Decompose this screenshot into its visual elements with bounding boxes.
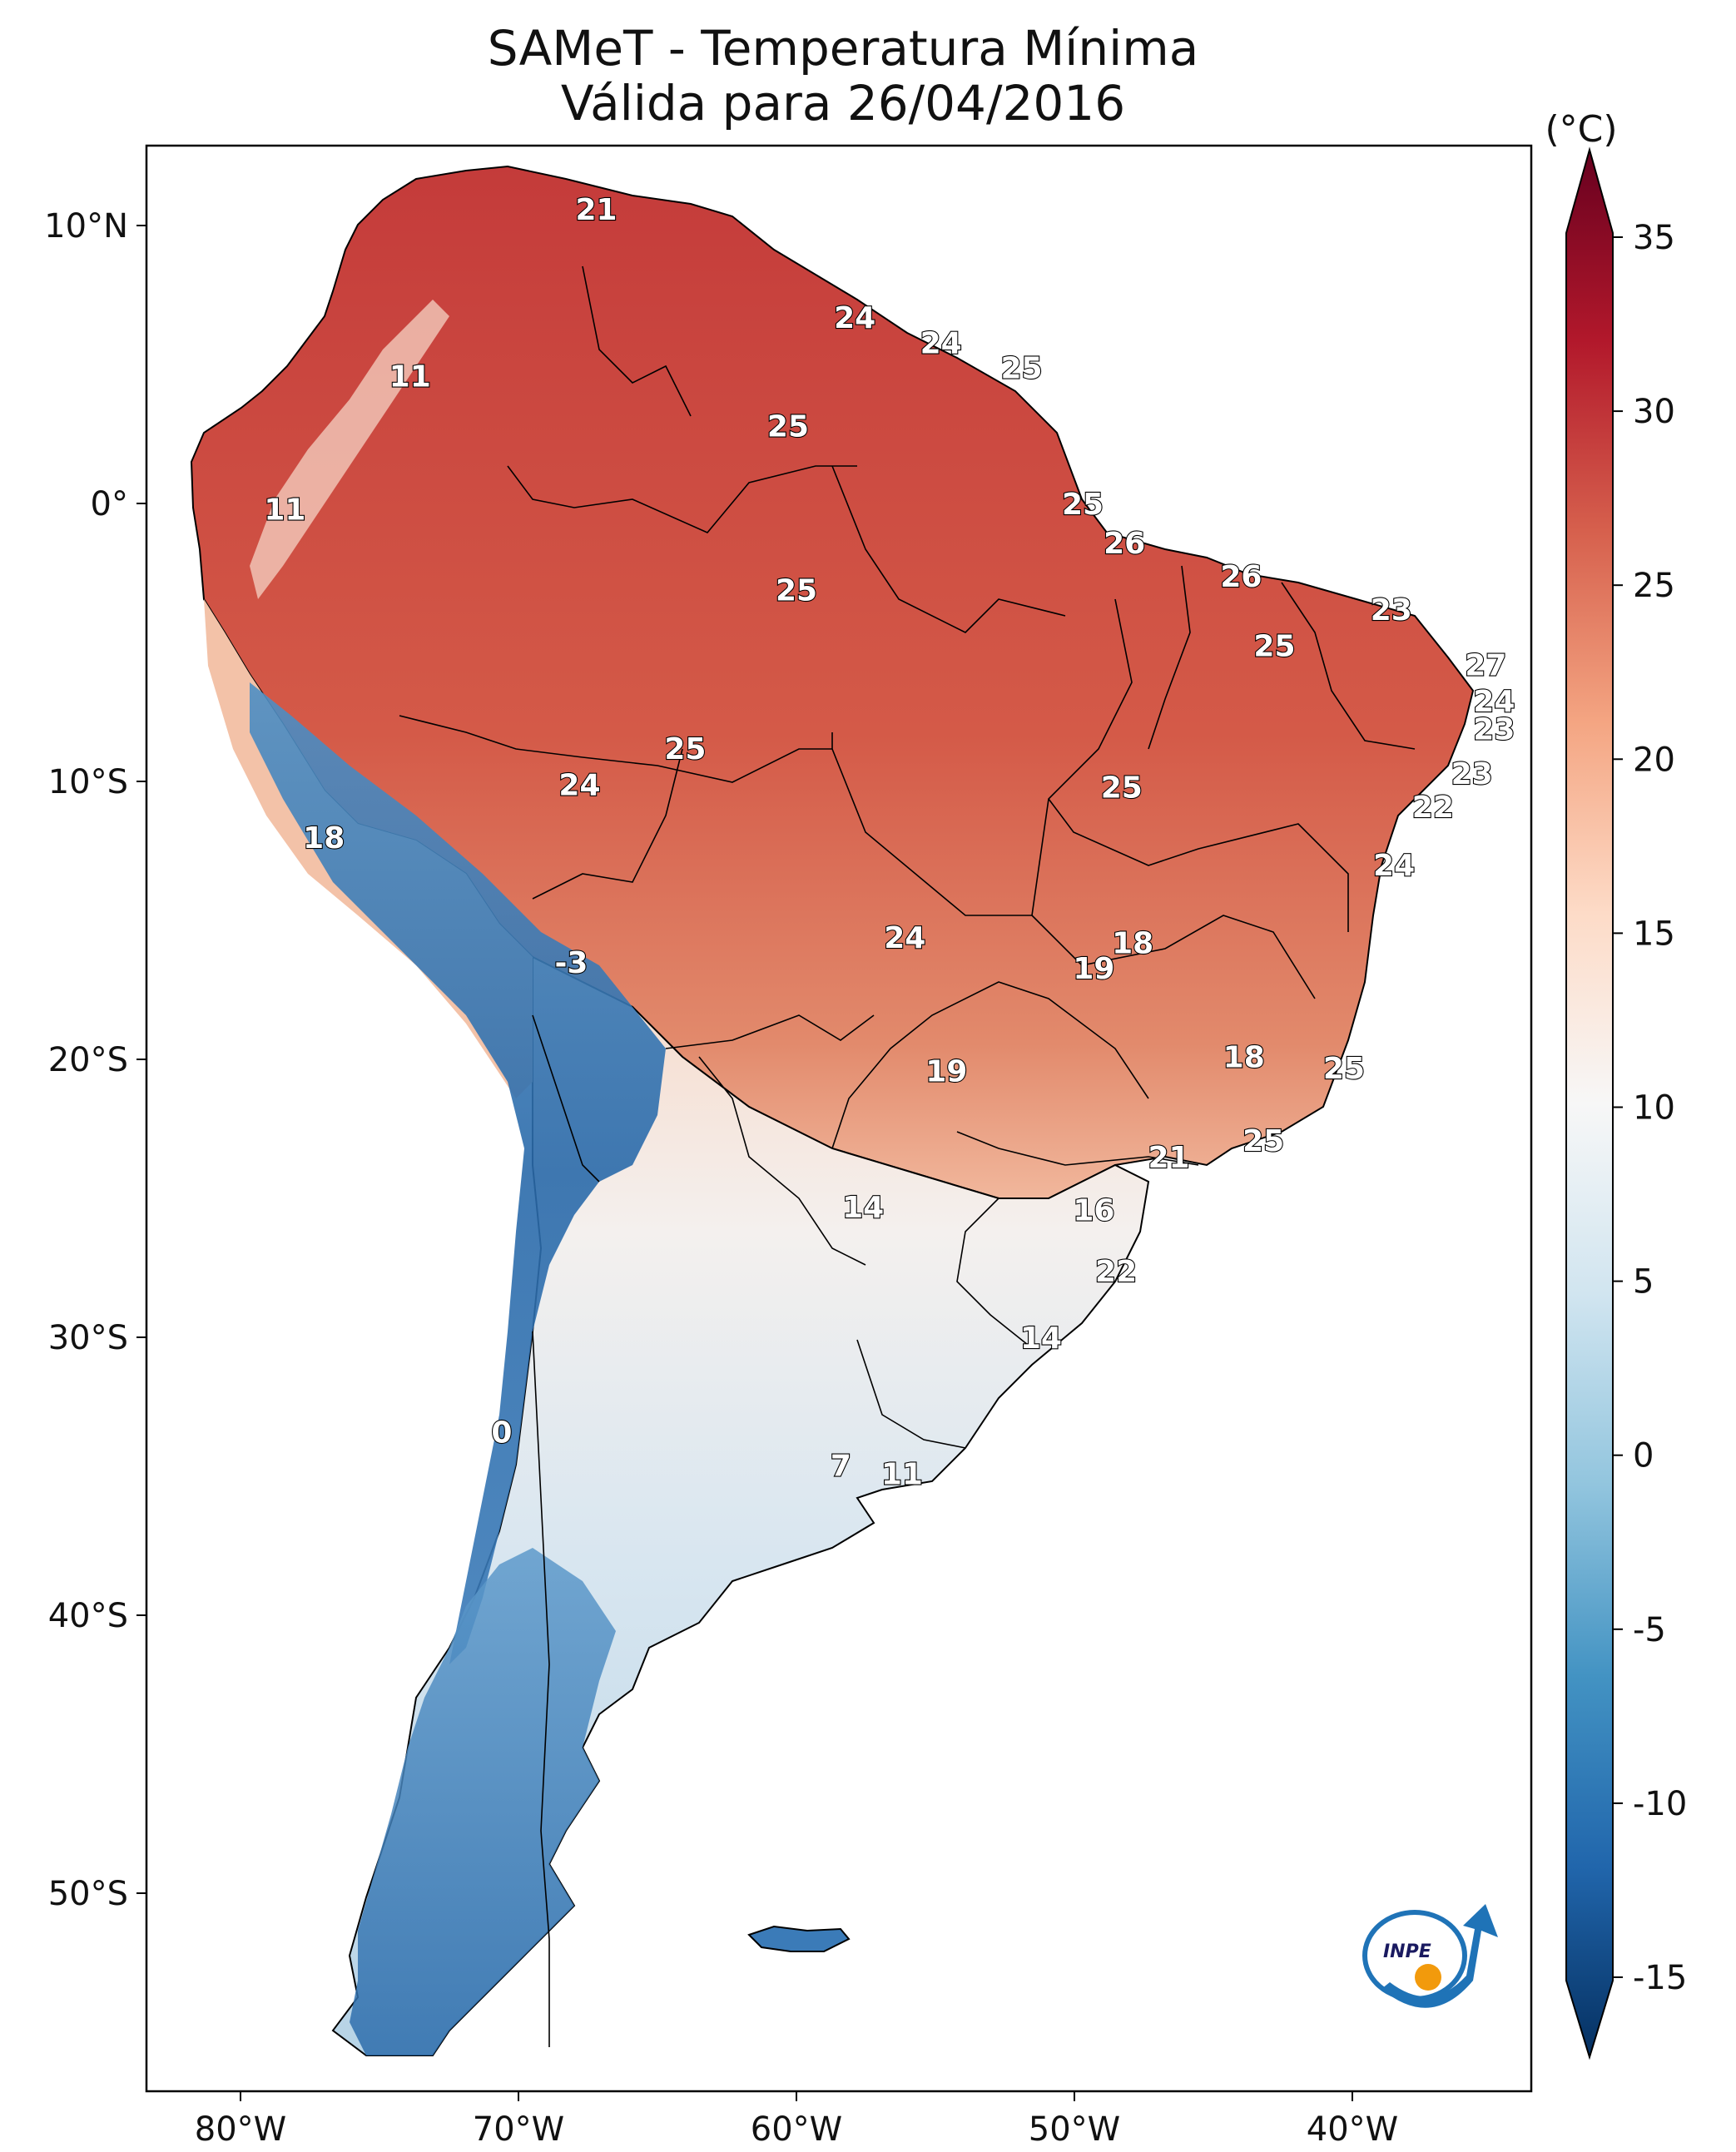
latitude-axis: 10°N 0° 10°S 20°S 30°S 40°S 50°S (44, 207, 146, 1913)
colorbar-tick-label: 15 (1633, 915, 1675, 953)
station-temperature-label: 24 (834, 301, 875, 335)
station-temperature-label: 24 (1473, 685, 1515, 719)
station-temperature-label: 24 (920, 326, 962, 360)
lon-tick-label: 70°W (473, 2110, 564, 2149)
colorbar-tick-label: 25 (1633, 567, 1675, 605)
country-borders (399, 265, 1416, 2047)
colombian-andes (250, 300, 449, 599)
station-temperature-label: 25 (1253, 629, 1295, 663)
colorbar: (°C) 35 30 25 20 15 10 5 0 -5 -10 -15 (1545, 108, 1687, 2060)
lat-tick-label: 40°S (48, 1597, 128, 1635)
logo-sun (1415, 1964, 1441, 1991)
station-temperature-label: 11 (881, 1458, 923, 1492)
station-temperature-label: 21 (575, 193, 617, 227)
station-temperature-label: 25 (1323, 1052, 1365, 1086)
station-temperature-label: 14 (842, 1191, 884, 1225)
colorbar-tick-label: -15 (1633, 1959, 1687, 1997)
station-temperature-label: 26 (1220, 560, 1262, 594)
map-frame (145, 144, 1533, 2093)
station-temperature-label: 24 (558, 768, 600, 802)
temperature-field (190, 165, 1475, 2056)
lat-tick-label: 20°S (48, 1041, 128, 1079)
station-temperature-label: 18 (1112, 927, 1153, 961)
station-temperature-label: 27 (1465, 649, 1506, 683)
station-temperature-label: 24 (1373, 849, 1415, 883)
station-temperature-label: 25 (1101, 771, 1143, 806)
inpe-logo: INPE (1362, 1904, 1498, 2008)
station-temperature-label: 7 (831, 1450, 851, 1484)
falkland-islands (747, 1925, 851, 1952)
station-temperature-label: 19 (1073, 952, 1114, 986)
station-temperature-label: 21 (1148, 1141, 1190, 1175)
lon-tick-label: 50°W (1029, 2110, 1120, 2149)
station-temperature-label: 18 (1223, 1041, 1265, 1075)
colorbar-tick-label: -10 (1633, 1785, 1687, 1823)
station-temperature-label: 26 (1104, 527, 1145, 561)
station-temperature-label: 11 (264, 493, 305, 528)
colorbar-tick-label: 5 (1633, 1263, 1654, 1302)
station-temperature-label: 25 (664, 732, 706, 766)
station-temperature-label: 11 (389, 359, 431, 394)
station-temperature-label: 18 (303, 821, 345, 855)
lon-tick-label: 60°W (751, 2110, 842, 2149)
colorbar-tick-label: 20 (1633, 741, 1675, 779)
station-temperature-label: 22 (1095, 1255, 1137, 1289)
logo-text: INPE (1383, 1941, 1431, 1962)
colorbar-unit-label: (°C) (1545, 108, 1617, 151)
patagonia-cold (350, 1548, 616, 2055)
map-title-line1: SAMeT - Temperatura Mínima (487, 20, 1199, 77)
station-temperature-label: 0 (491, 1416, 512, 1450)
andes-cold-belt (250, 682, 666, 1664)
station-temperature-label: 14 (1020, 1321, 1062, 1356)
logo-arrow (1381, 1904, 1498, 2008)
colorbar-tick-label: 10 (1633, 1089, 1675, 1128)
station-temperature-label: 23 (1371, 593, 1412, 627)
colorbar-ticks: 35 30 25 20 15 10 5 0 -5 -10 -15 (1613, 219, 1687, 1997)
station-temperature-label: 19 (925, 1054, 967, 1088)
map-title-line2: Válida para 26/04/2016 (560, 75, 1126, 131)
station-temperature-label: 25 (767, 409, 809, 444)
colorbar-tick-label: 35 (1633, 219, 1675, 257)
station-temperature-label: 23 (1473, 713, 1515, 747)
station-temperature-label: 16 (1073, 1193, 1114, 1227)
station-temperature-label: 25 (776, 574, 817, 608)
longitude-axis: 80°W 70°W 60°W 50°W 40°W (195, 2091, 1398, 2149)
lon-tick-label: 80°W (195, 2110, 286, 2149)
station-temperature-label: -3 (554, 946, 588, 980)
warm-region (190, 165, 1475, 1199)
station-temperature-label: 22 (1412, 791, 1454, 825)
lat-tick-label: 50°S (48, 1875, 128, 1913)
station-temperature-label: 23 (1451, 757, 1493, 791)
lat-tick-label: 30°S (48, 1319, 128, 1357)
colorbar-tick-label: 0 (1633, 1437, 1654, 1475)
station-temperature-label: 24 (884, 921, 925, 955)
station-temperature-label: 25 (1062, 488, 1104, 522)
lat-tick-label: 10°N (44, 207, 128, 245)
station-temperature-label: 25 (1242, 1124, 1284, 1158)
lat-tick-label: 0° (91, 485, 128, 523)
colorbar-body (1565, 146, 1614, 2060)
lat-tick-label: 10°S (48, 763, 128, 801)
colorbar-tick-label: 30 (1633, 393, 1675, 431)
lon-tick-label: 40°W (1307, 2110, 1398, 2149)
colorbar-tick-label: -5 (1633, 1611, 1666, 1649)
station-temperature-label: 25 (1000, 351, 1042, 385)
